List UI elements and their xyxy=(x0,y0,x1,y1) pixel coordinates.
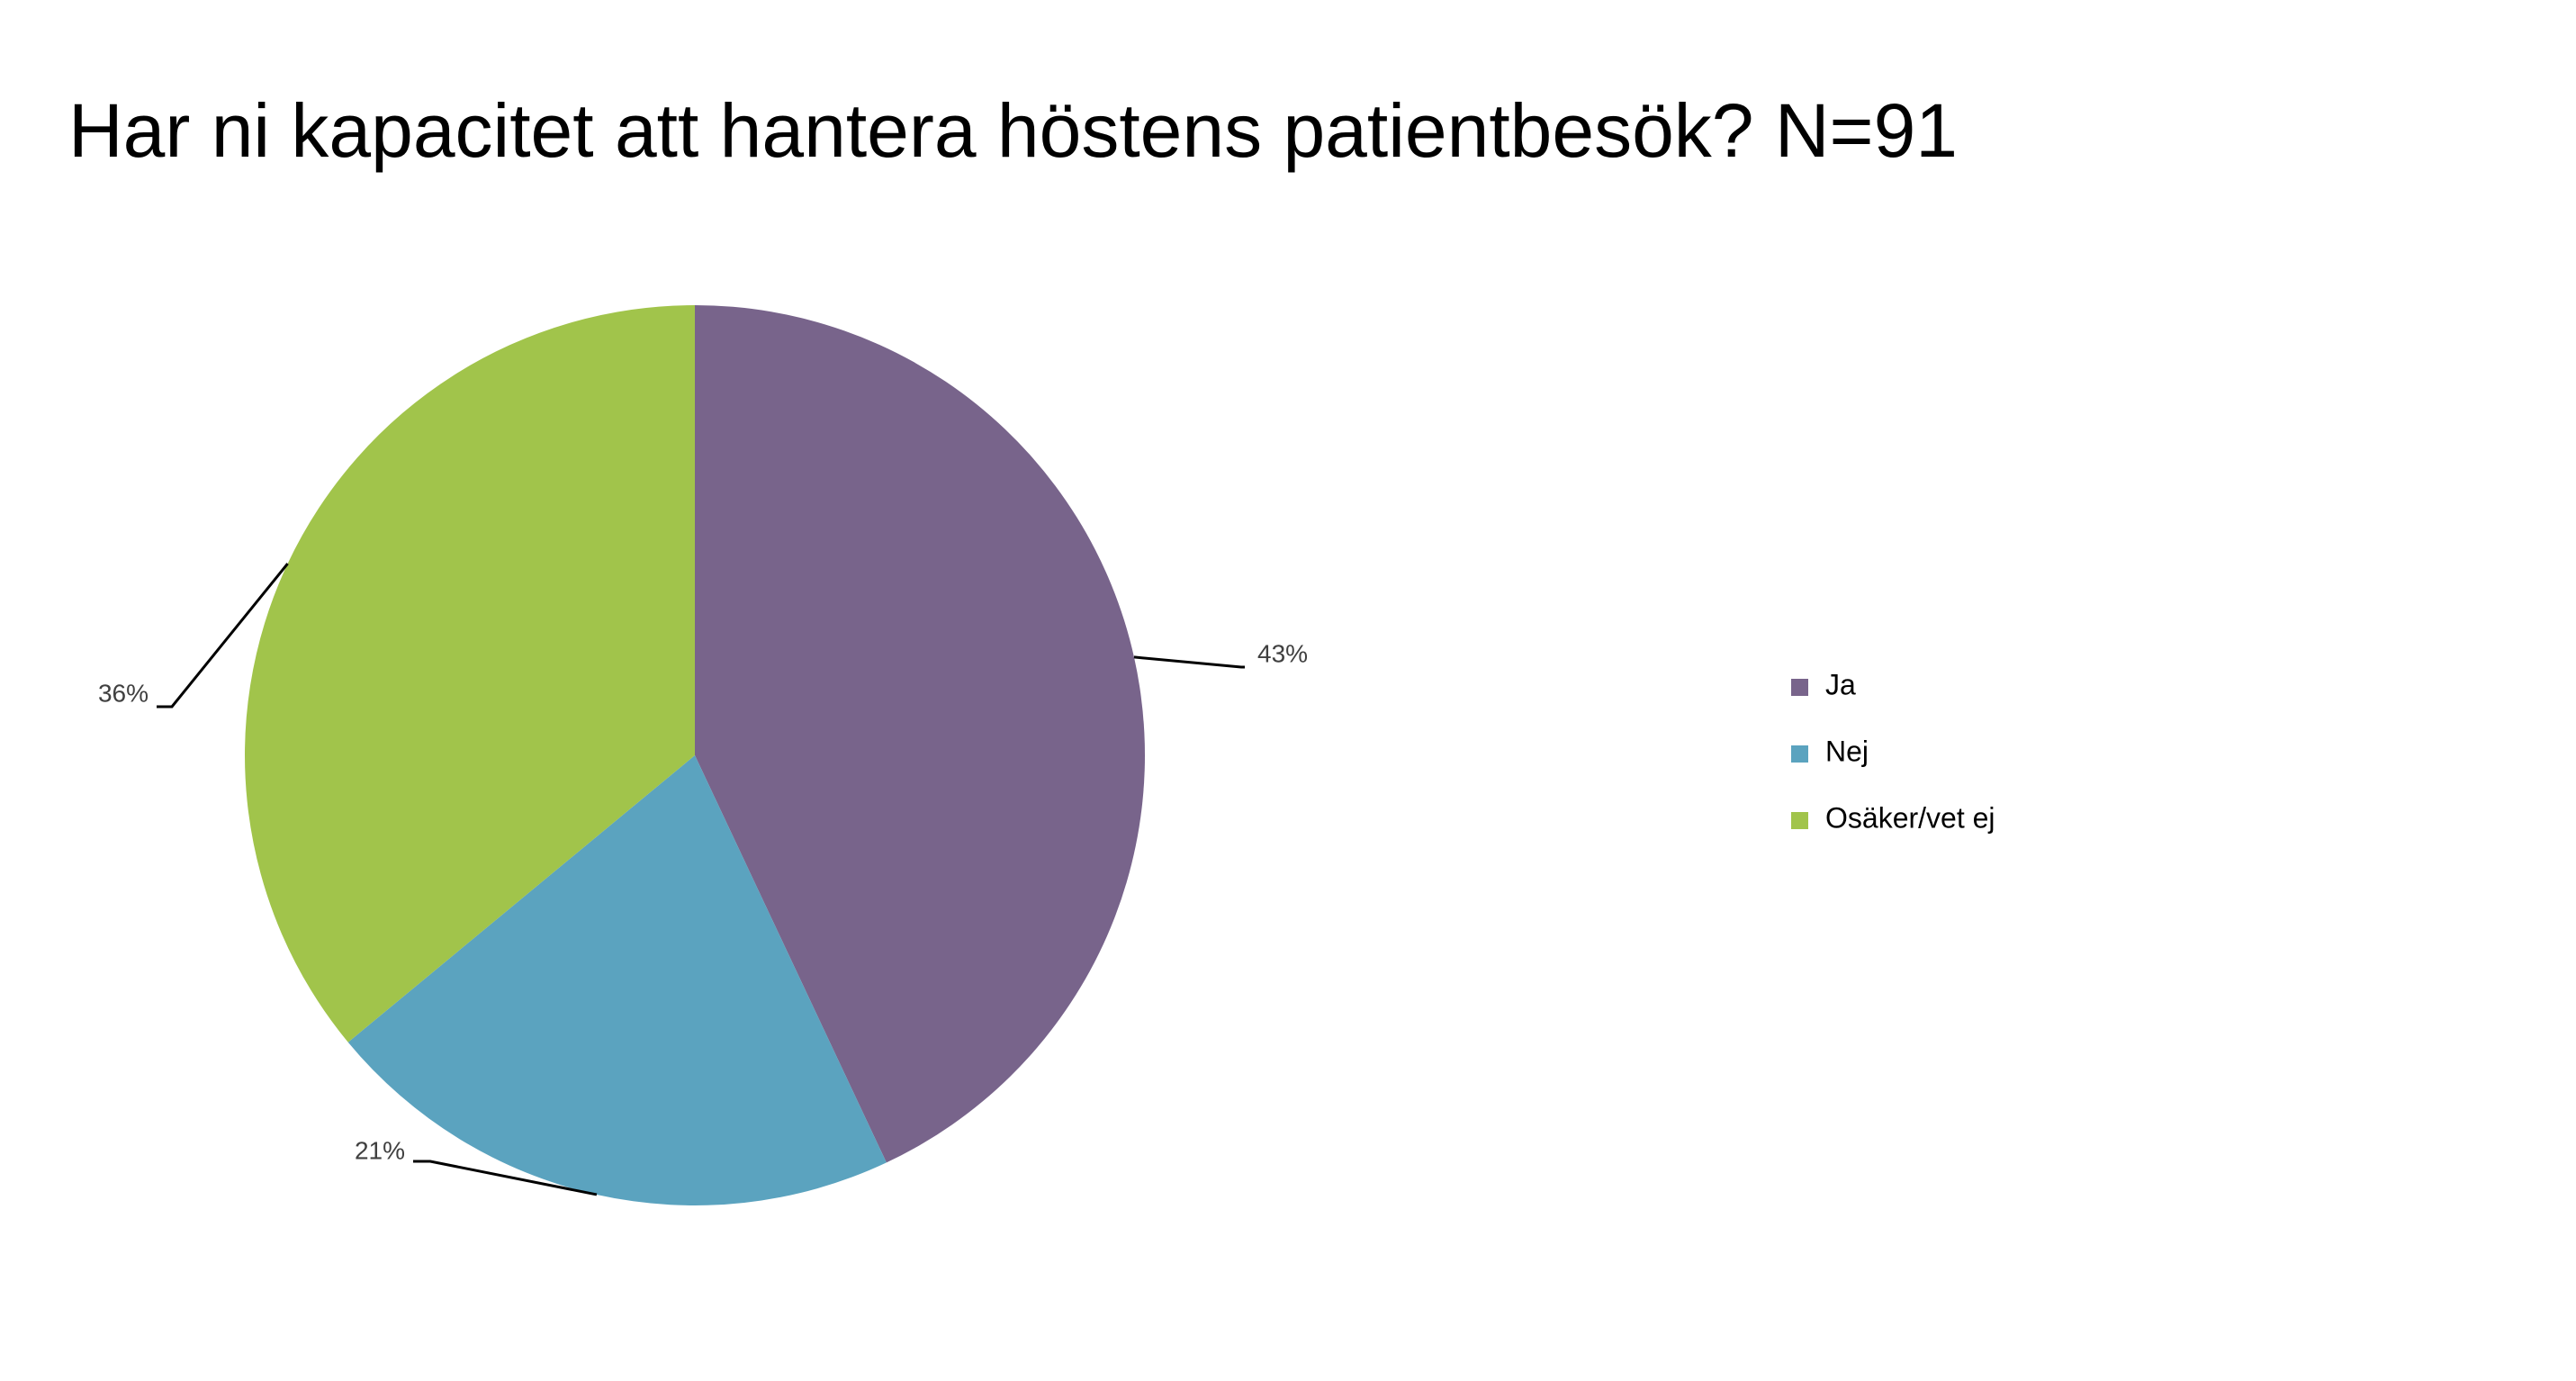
pie-slice xyxy=(347,755,887,1206)
legend-label: Ja xyxy=(1825,668,1856,700)
legend-marker xyxy=(1791,679,1808,696)
leader-line xyxy=(413,1160,598,1196)
leader-line xyxy=(1133,655,1245,669)
data-label: 21% xyxy=(355,1136,405,1164)
legend-label: Osäker/vet ej xyxy=(1825,801,1995,834)
data-label: 36% xyxy=(98,679,149,707)
data-label: 43% xyxy=(1257,639,1308,667)
legend-marker xyxy=(1791,745,1808,763)
legend-marker xyxy=(1791,812,1808,829)
pie-slice xyxy=(244,305,695,1043)
legend-label: Nej xyxy=(1825,735,1869,767)
leader-line xyxy=(157,563,289,709)
chart-title: Har ni kapacitet att hantera höstens pat… xyxy=(68,88,1958,173)
pie-slice xyxy=(695,305,1146,1163)
